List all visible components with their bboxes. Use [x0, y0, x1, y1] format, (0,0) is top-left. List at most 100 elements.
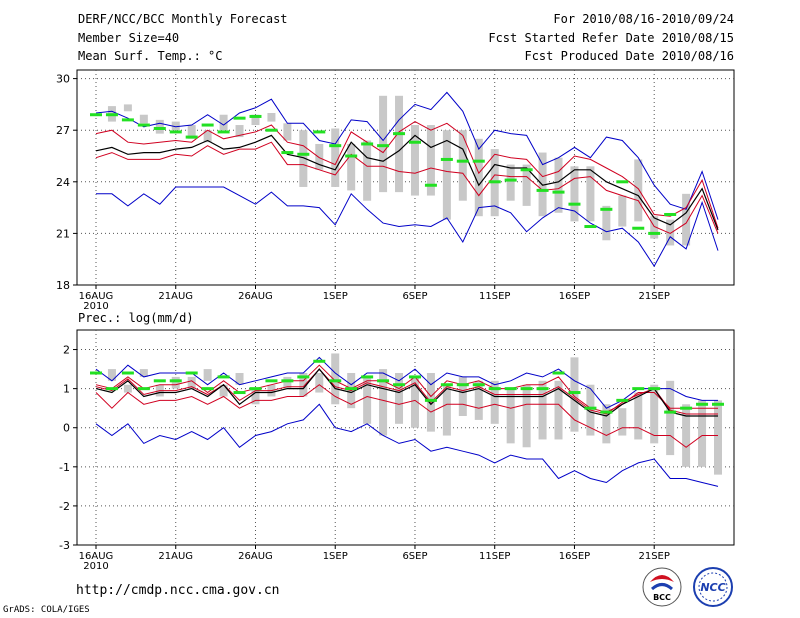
- temperature-marker: [90, 113, 102, 117]
- temperature-box: [586, 166, 595, 222]
- precipitation-box: [203, 369, 212, 381]
- temperature-box: [331, 128, 340, 187]
- precipitation-box: [171, 376, 180, 389]
- temperature-marker: [393, 132, 406, 136]
- precipitation-mean-line: [95, 368, 718, 417]
- temperature-min-line: [96, 186, 719, 268]
- precipitation-marker: [169, 379, 182, 383]
- temperature-year-label: 2010: [83, 301, 108, 312]
- temperature-ytick-label: 21: [56, 227, 70, 240]
- precipitation-box: [570, 357, 579, 432]
- precipitation-box: [107, 369, 116, 381]
- precipitation-box: [331, 353, 340, 405]
- precipitation-xtick-label: 1SEP: [323, 551, 348, 562]
- forecast-started-date: Fcst Started Refer Date 2010/08/15: [488, 31, 734, 45]
- forecast-period: For 2010/08/16-2010/09/24: [553, 12, 734, 26]
- precipitation-marker: [712, 402, 724, 406]
- precipitation-ytick-label: -2: [59, 500, 70, 513]
- temperature-marker: [361, 142, 374, 146]
- precipitation-marker: [440, 383, 453, 387]
- precipitation-marker: [329, 379, 342, 383]
- temperature-marker: [313, 130, 326, 134]
- precipitation-min-line: [95, 403, 719, 487]
- temperature-marker: [472, 159, 485, 163]
- temperature-box: [379, 95, 388, 193]
- temperature-marker: [281, 151, 294, 155]
- precipitation-marker: [153, 379, 166, 383]
- precipitation-box: [650, 384, 659, 444]
- ncc-logo-text: NCC: [700, 581, 725, 594]
- temperature-box: [155, 119, 164, 134]
- precipitation-max-line: [95, 356, 718, 409]
- precipitation-marker: [249, 387, 262, 391]
- precipitation-marker: [424, 398, 437, 402]
- precipitation-marker: [600, 410, 613, 414]
- precipitation-ytick-label: 1: [63, 383, 70, 396]
- temperature-xtick-label: 21SEP: [638, 291, 669, 302]
- precipitation-lower-line: [95, 384, 718, 448]
- precipitation-box: [666, 380, 675, 456]
- temperature-marker: [552, 190, 565, 194]
- precipitation-marker: [281, 379, 294, 383]
- precipitation-marker: [664, 410, 677, 414]
- temperature-marker: [185, 135, 198, 139]
- precipitation-marker: [345, 387, 358, 391]
- precipitation-box: [522, 384, 531, 448]
- temperature-box: [506, 164, 515, 201]
- precipitation-box: [283, 376, 292, 389]
- temperature-mean-line: [95, 134, 719, 231]
- precipitation-year-label: 2010: [83, 561, 108, 572]
- precipitation-xtick-label: 26AUG: [238, 551, 273, 562]
- temperature-frame: [76, 69, 735, 286]
- temperature-ytick-label: 18: [56, 279, 70, 292]
- temperature-box: [682, 193, 691, 246]
- source-url: http://cmdp.ncc.cma.gov.cn: [76, 583, 280, 598]
- temperature-marker: [169, 130, 182, 134]
- precipitation-box: [490, 380, 499, 424]
- temperature-panel: 18 21 24 27 30 16AUG 21AUG 26AUG 1SEP 6SEP 11SEP 16…: [56, 69, 735, 312]
- temperature-marker: [121, 118, 134, 122]
- precipitation-marker: [185, 371, 198, 375]
- temperature-box: [634, 159, 643, 222]
- temperature-marker: [137, 123, 150, 127]
- precipitation-marker: [584, 406, 597, 410]
- precipitation-xtick-label: 6SEP: [402, 551, 427, 562]
- precipitation-box: [618, 408, 627, 436]
- temperature-marker: [440, 157, 453, 161]
- precipitation-marker: [472, 383, 485, 387]
- precipitation-marker: [393, 383, 406, 387]
- precipitation-box: [442, 384, 451, 436]
- precipitation-box: [187, 376, 196, 389]
- precipitation-ytick-label: -1: [59, 461, 70, 474]
- precipitation-marker: [361, 375, 374, 379]
- precipitation-xtick-label: 21AUG: [158, 551, 193, 562]
- bcc-logo: BCC: [642, 567, 682, 607]
- precipitation-marker: [696, 402, 709, 406]
- temperature-box: [618, 195, 627, 227]
- precipitation-box: [602, 404, 611, 444]
- precipitation-box: [123, 384, 132, 393]
- temperature-marker: [345, 154, 358, 158]
- precipitation-marker: [265, 379, 278, 383]
- temperature-ytick-label: 30: [56, 73, 70, 86]
- precipitation-marker: [408, 375, 421, 379]
- temperature-max-line: [95, 91, 719, 220]
- precipitation-box: [395, 373, 404, 424]
- precipitation-marker: [105, 387, 118, 391]
- precipitation-box: [458, 376, 467, 416]
- temperature-xtick-label: 16AUG: [79, 291, 114, 302]
- temperature-marker: [568, 202, 581, 206]
- temperature-upper-line: [95, 121, 719, 229]
- temperature-box: [602, 205, 611, 241]
- temperature-xtick-label: 6SEP: [402, 291, 427, 302]
- temperature-xtick-label: 16SEP: [559, 291, 590, 302]
- precipitation-xtick-label: 11SEP: [479, 551, 510, 562]
- precipitation-marker: [233, 391, 246, 395]
- precipitation-marker: [313, 359, 326, 363]
- temperature-box: [410, 125, 419, 196]
- temperature-marker: [520, 168, 533, 172]
- temperature-box: [442, 130, 451, 220]
- temperature-box: [235, 125, 244, 138]
- precipitation-box: [698, 400, 707, 467]
- temperature-box: [267, 113, 276, 122]
